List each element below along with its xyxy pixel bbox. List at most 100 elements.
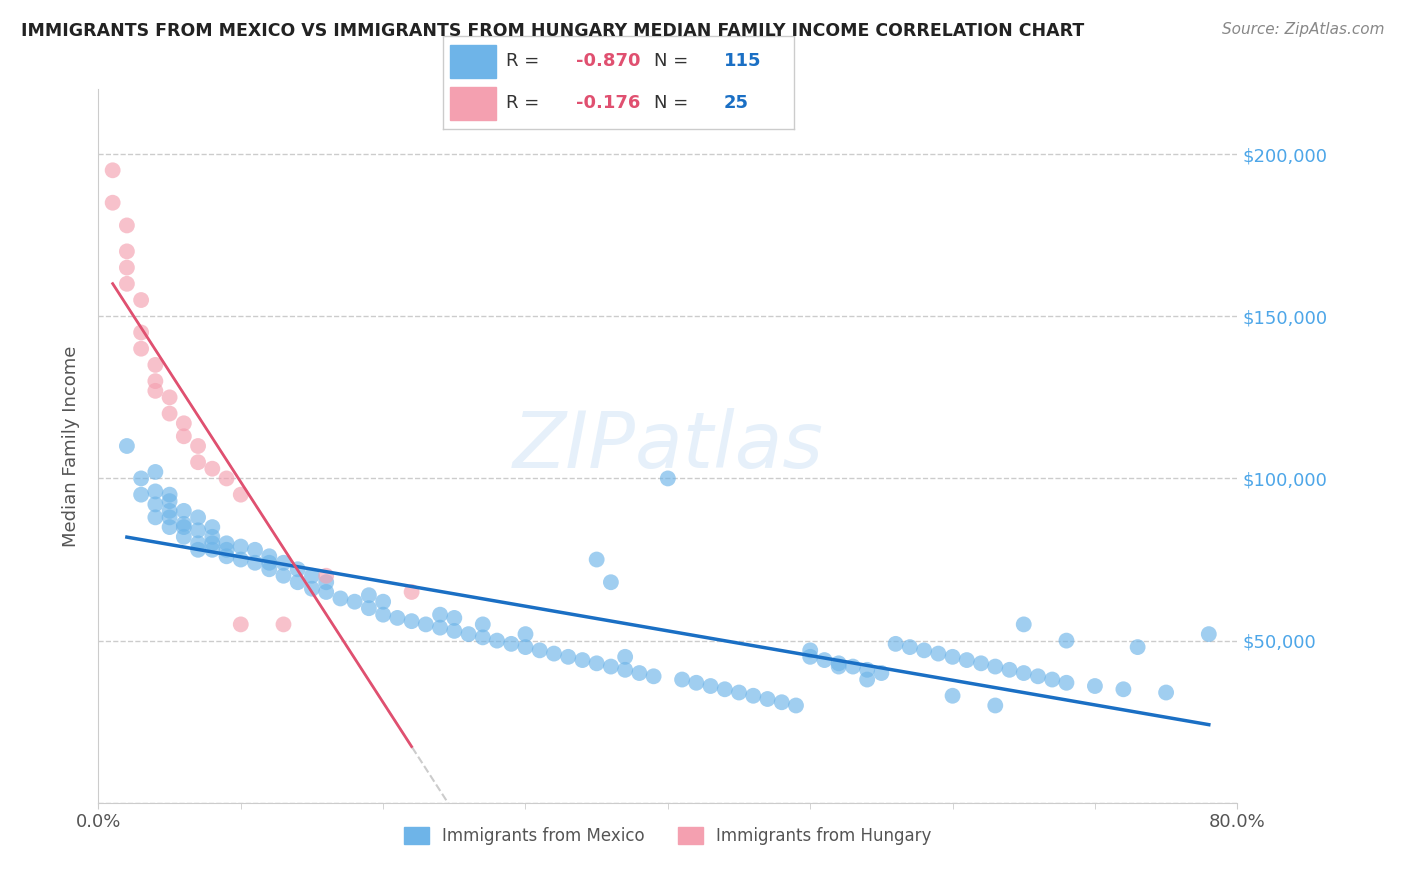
Point: [714, 682, 737, 697]
Point: [201, 461, 224, 475]
Point: [301, 582, 323, 596]
Point: [243, 556, 266, 570]
Text: ZIPatlas: ZIPatlas: [512, 408, 824, 484]
Point: [159, 407, 181, 421]
Point: [259, 562, 281, 576]
Text: -0.870: -0.870: [576, 52, 641, 70]
Text: R =: R =: [506, 95, 551, 112]
Point: [343, 595, 366, 609]
Point: [145, 358, 167, 372]
Point: [585, 552, 607, 566]
Point: [515, 640, 537, 654]
Point: [1040, 673, 1063, 687]
Point: [159, 504, 181, 518]
Point: [159, 390, 181, 404]
Point: [643, 669, 665, 683]
Text: R =: R =: [506, 52, 546, 70]
Point: [927, 647, 949, 661]
Point: [315, 568, 337, 582]
Point: [699, 679, 721, 693]
Point: [956, 653, 979, 667]
Point: [443, 611, 465, 625]
Point: [173, 429, 195, 443]
Point: [998, 663, 1021, 677]
Point: [159, 510, 181, 524]
Point: [970, 657, 993, 671]
Bar: [450, 45, 495, 78]
Point: [870, 666, 893, 681]
Point: [215, 549, 238, 564]
Point: [229, 540, 252, 554]
Point: [273, 568, 295, 582]
Point: [501, 637, 523, 651]
Point: [145, 484, 167, 499]
Point: [173, 516, 195, 531]
Point: [1112, 682, 1135, 697]
Point: [1198, 627, 1220, 641]
Point: [229, 552, 252, 566]
Point: [429, 607, 451, 622]
Point: [259, 556, 281, 570]
Point: [187, 455, 209, 469]
Point: [770, 695, 793, 709]
Point: [287, 575, 309, 590]
Point: [1084, 679, 1107, 693]
Point: [115, 439, 138, 453]
Point: [115, 244, 138, 259]
Bar: [450, 87, 495, 120]
Point: [173, 530, 195, 544]
Point: [115, 277, 138, 291]
Point: [942, 649, 965, 664]
Point: [984, 659, 1007, 673]
Point: [145, 465, 167, 479]
Point: [201, 536, 224, 550]
Point: [585, 657, 607, 671]
Point: [884, 637, 907, 651]
Point: [129, 293, 152, 307]
Point: [529, 643, 551, 657]
Point: [1012, 666, 1035, 681]
Point: [429, 621, 451, 635]
Point: [201, 520, 224, 534]
Point: [243, 542, 266, 557]
Point: [543, 647, 565, 661]
Text: IMMIGRANTS FROM MEXICO VS IMMIGRANTS FROM HUNGARY MEDIAN FAMILY INCOME CORRELATI: IMMIGRANTS FROM MEXICO VS IMMIGRANTS FRO…: [21, 22, 1084, 40]
Point: [1056, 675, 1078, 690]
Point: [785, 698, 807, 713]
Point: [129, 471, 152, 485]
Point: [115, 219, 138, 233]
Point: [756, 692, 779, 706]
Point: [856, 673, 879, 687]
Point: [1012, 617, 1035, 632]
Point: [159, 520, 181, 534]
Point: [728, 685, 751, 699]
Point: [828, 657, 851, 671]
Point: [201, 542, 224, 557]
Point: [912, 643, 935, 657]
Point: [357, 601, 380, 615]
Point: [145, 384, 167, 398]
Point: [984, 698, 1007, 713]
Point: [742, 689, 765, 703]
Point: [856, 663, 879, 677]
Point: [129, 488, 152, 502]
Point: [159, 494, 181, 508]
Point: [799, 643, 821, 657]
Point: [614, 649, 637, 664]
Point: [628, 666, 651, 681]
Point: [657, 471, 679, 485]
Point: [373, 595, 395, 609]
Point: [145, 510, 167, 524]
Point: [101, 195, 124, 210]
Point: [671, 673, 693, 687]
Point: [614, 663, 637, 677]
Point: [828, 659, 851, 673]
Point: [1026, 669, 1049, 683]
Point: [571, 653, 593, 667]
Point: [557, 649, 579, 664]
Point: [898, 640, 921, 654]
Point: [229, 488, 252, 502]
Point: [1154, 685, 1177, 699]
Point: [600, 575, 623, 590]
Point: [387, 611, 409, 625]
